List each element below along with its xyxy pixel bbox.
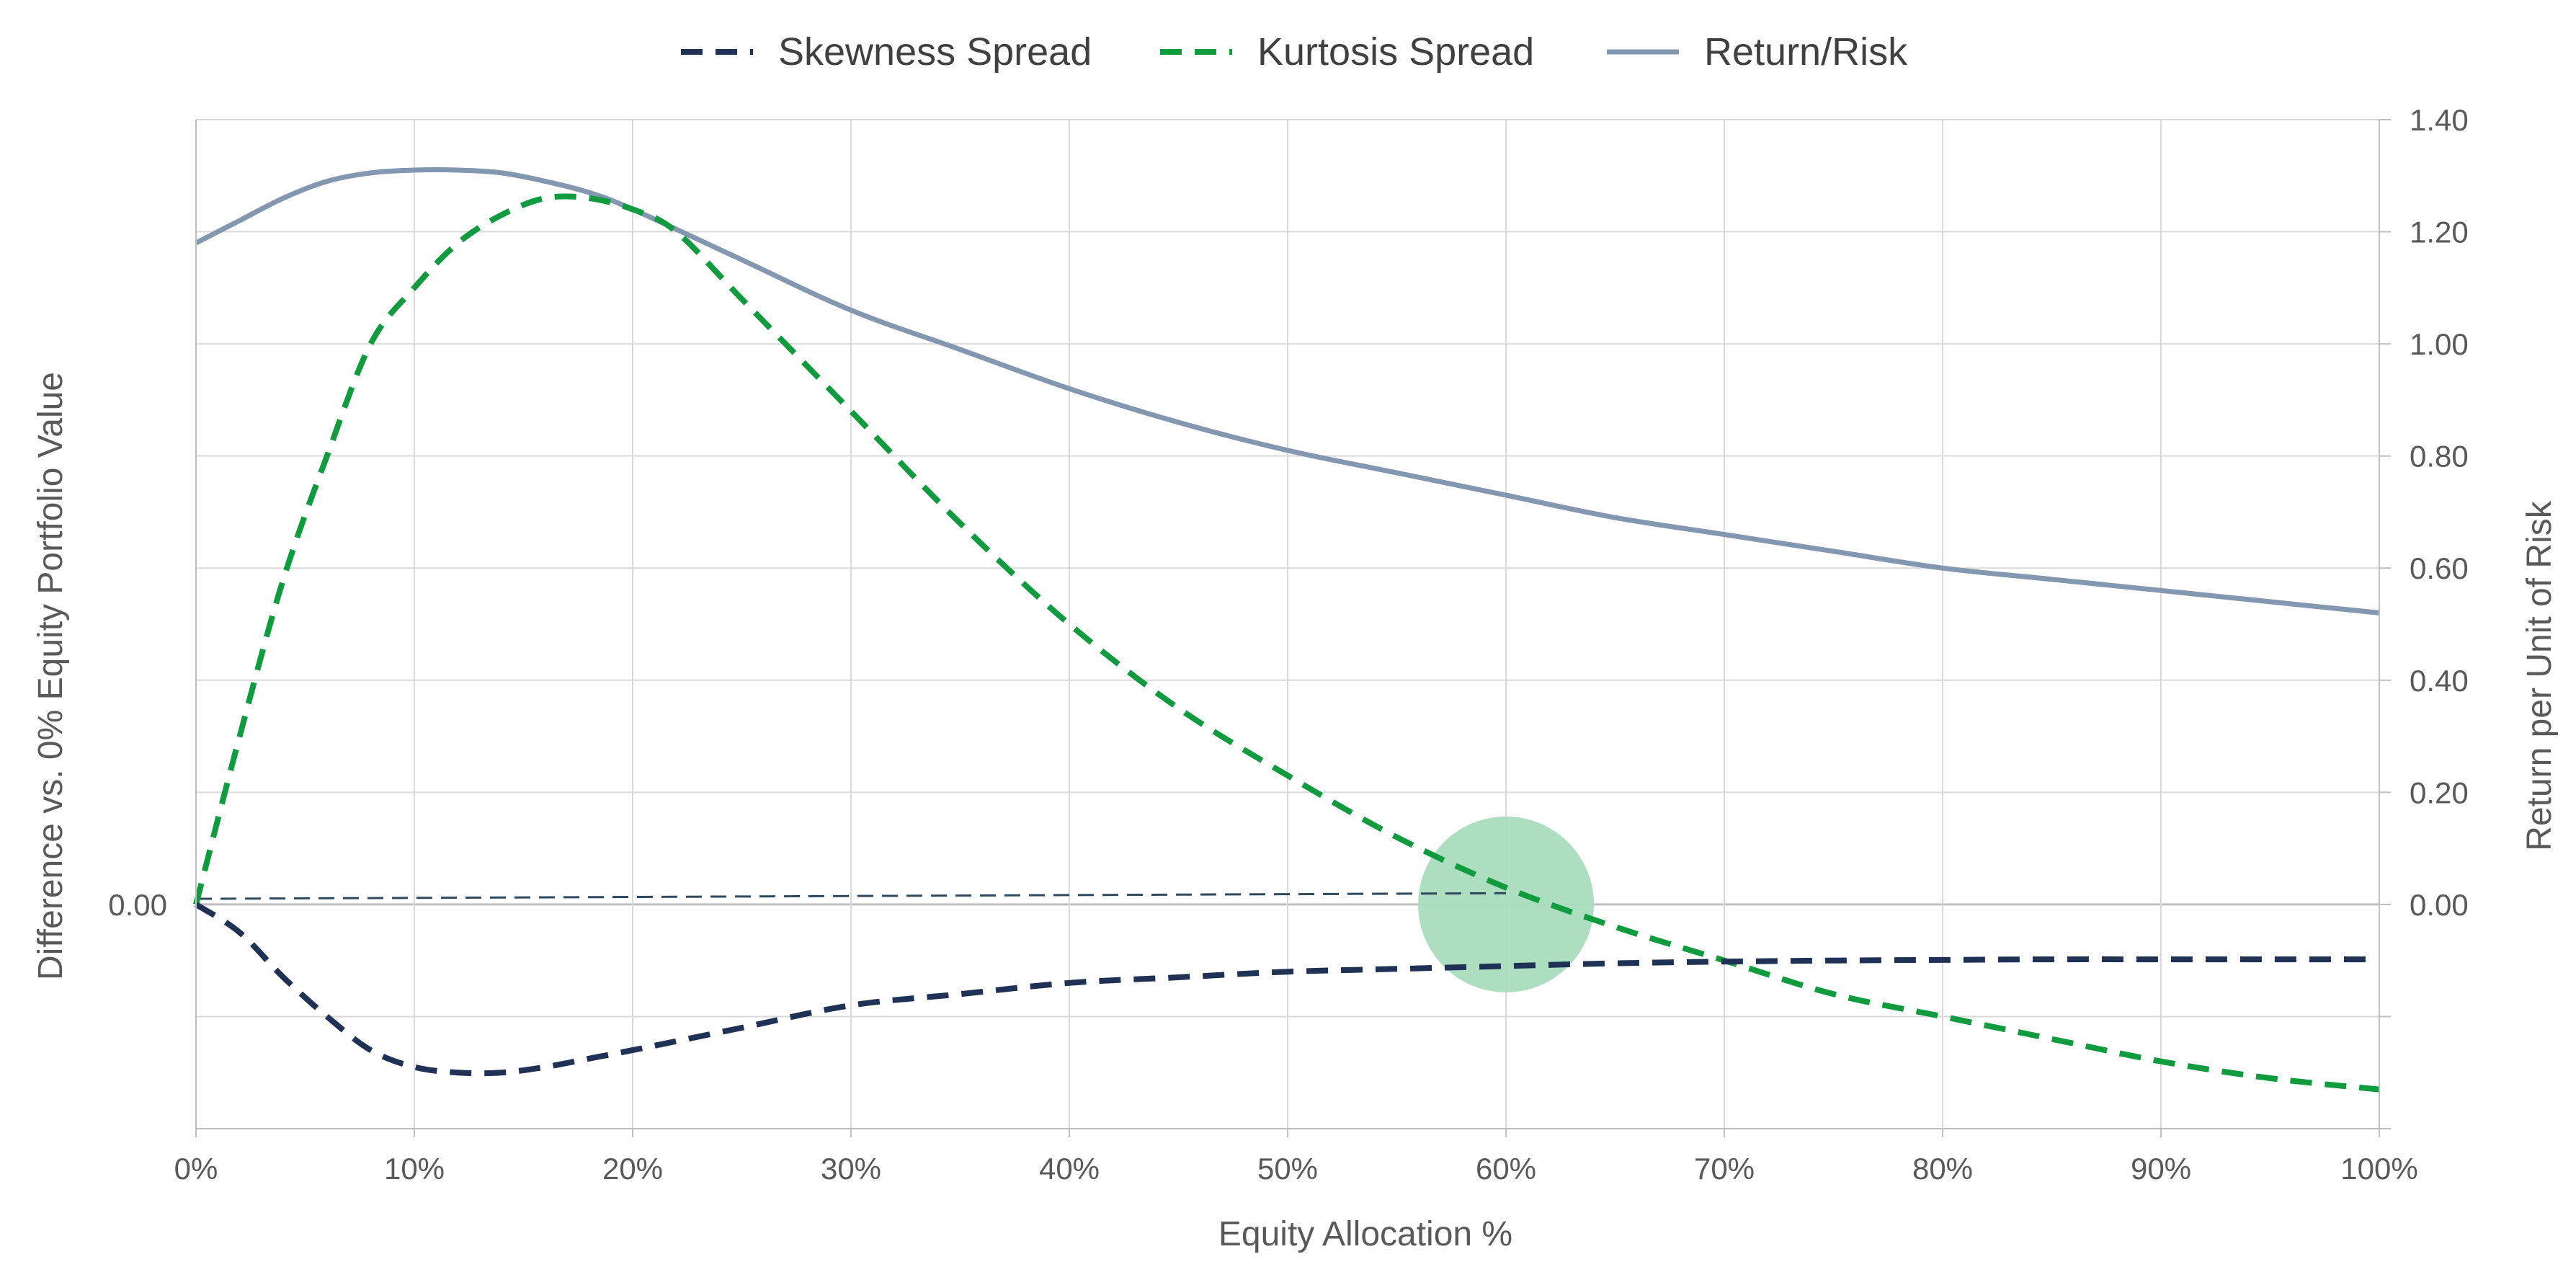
series-group (193, 167, 2380, 1093)
legend: Skewness Spread Kurtosis Spread Return/Ris… (681, 30, 1908, 74)
highlight-circle (1418, 816, 1594, 992)
legend-label: Skewness Spread (778, 30, 1092, 74)
series-line-kurtosis-spread (193, 193, 2380, 1093)
right-tick-label: 0.00 (2410, 888, 2469, 922)
grid-lines (195, 119, 2380, 1129)
series-line-skewness-spread (194, 902, 2379, 1077)
legend-item-kurtosis-spread: Kurtosis Spread (1160, 30, 1534, 74)
x-tick-label: 70% (1694, 1152, 1755, 1186)
legend-label: Return/Risk (1704, 30, 1908, 74)
right-tick-label: 1.20 (2410, 215, 2469, 249)
x-tick-label: 20% (602, 1152, 663, 1186)
x-tick-label: 30% (821, 1152, 881, 1186)
left-tick-label: 0.00 (108, 888, 167, 922)
right-tick-label: 1.40 (2410, 103, 2469, 137)
left-axis-title: Difference vs. 0% Equity Portfolio Value (32, 372, 70, 980)
x-tick-label: 80% (1912, 1152, 1973, 1186)
x-tick-label: 10% (384, 1152, 445, 1186)
x-tick-label: 40% (1039, 1152, 1100, 1186)
x-tick-label: 50% (1257, 1152, 1318, 1186)
right-tick-label: 0.40 (2410, 664, 2469, 698)
annotations (195, 816, 1594, 992)
x-tick-label: 0% (174, 1152, 218, 1186)
legend-item-skewness-spread: Skewness Spread (681, 30, 1092, 74)
legend-label: Kurtosis Spread (1257, 30, 1534, 74)
x-tick-label: 90% (2131, 1152, 2191, 1186)
right-tick-label: 0.60 (2410, 551, 2469, 585)
axes: 0% 10% 20% 30% 40% 50% 60% 70% 80% 90% 100% 0.00 0.2… (108, 103, 2469, 1186)
reference-line (195, 892, 1507, 900)
right-tick-label: 1.00 (2410, 327, 2469, 361)
x-tick-label: 60% (1476, 1152, 1536, 1186)
right-tick-label: 0.80 (2410, 440, 2469, 474)
x-tick-label: 100% (2340, 1152, 2417, 1186)
series-line-return-risk (195, 167, 2380, 615)
x-axis-title: Equity Allocation % (1218, 1215, 1512, 1253)
right-tick-label: 0.20 (2410, 775, 2469, 809)
right-axis-title: Return per Unit of Risk (2521, 500, 2559, 851)
legend-item-return-risk: Return/Risk (1607, 30, 1908, 74)
